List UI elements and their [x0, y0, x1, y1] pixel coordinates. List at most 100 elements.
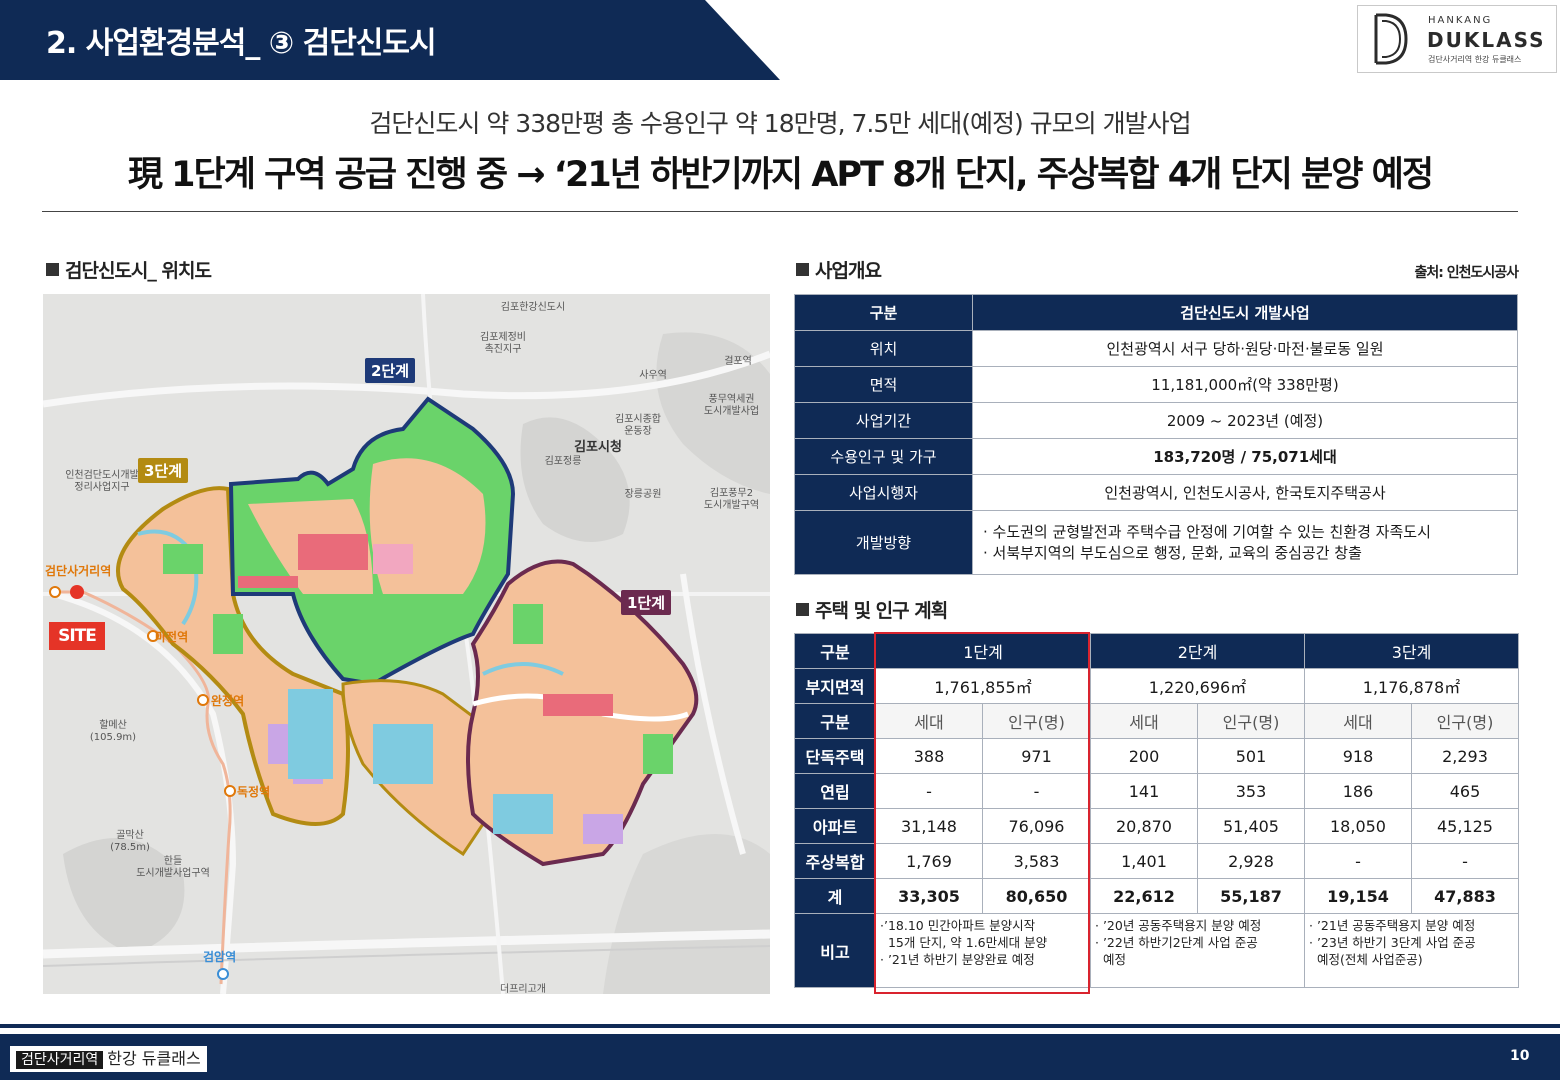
note-line: · ’21년 하반기 분양완료 예정 — [880, 952, 1035, 967]
table-cell: - — [982, 773, 1091, 809]
row-label: 연립 — [794, 773, 876, 809]
station-label: 완정역 — [211, 694, 245, 708]
station-label: 검단사거리역 — [45, 564, 112, 578]
table-row: 부지면적 1,761,855㎡ 1,220,696㎡ 1,176,878㎡ — [794, 668, 1519, 704]
total-cell: 19,154 — [1304, 878, 1412, 914]
table-cell: 45,125 — [1411, 808, 1519, 844]
table-cell: 2,928 — [1197, 843, 1305, 879]
station-label: 검암역 — [203, 950, 237, 964]
table-cell: 1,401 — [1090, 843, 1198, 879]
table-cell: - — [1304, 843, 1412, 879]
top-bar: 2. 사업환경분석_ ③ 검단신도시 HANKANG DUKLASS 검단사거리… — [0, 0, 1560, 80]
plan-section-title: 주택 및 인구 계획 — [796, 596, 948, 623]
table-cell: 465 — [1411, 773, 1519, 809]
footer-rule — [0, 1024, 1560, 1028]
note-line: 예정 — [1095, 952, 1126, 967]
subheader-cell: 인구(명) — [1411, 703, 1519, 739]
table-subheader-row: 구분 세대 인구(명) 세대 인구(명) 세대 인구(명) — [794, 703, 1519, 739]
table-cell: 200 — [1090, 738, 1198, 774]
table-cell: 2,293 — [1411, 738, 1519, 774]
footer-station: 검단사거리역 — [16, 1051, 104, 1069]
table-header-cell: 검단신도시 개발사업 — [972, 294, 1518, 331]
row-label: 사업기간 — [794, 402, 973, 439]
area-cell: 1,220,696㎡ — [1090, 668, 1305, 704]
row-label: 아파트 — [794, 808, 876, 844]
total-cell: 47,883 — [1411, 878, 1519, 914]
site-marker: SITE — [49, 622, 105, 650]
row-label: 부지면적 — [794, 668, 876, 704]
logo-small-text: HANKANG — [1428, 15, 1493, 26]
map-label: 한들 도시개발사업구역 — [136, 856, 210, 879]
note-line: ·’18.10 민간아파트 분양시작 — [880, 918, 1036, 933]
page-number: 10 — [1510, 1048, 1530, 1064]
row-label: 수용인구 및 가구 — [794, 438, 973, 475]
table-row: 면적 11,181,000㎡(약 338만평) — [794, 366, 1518, 403]
note-line: 예정(전체 사업준공) — [1309, 952, 1423, 967]
duklass-logo-icon — [1374, 13, 1408, 65]
plan-table: 구분 1단계 2단계 3단계 부지면적 1,761,855㎡ 1,220,696… — [794, 633, 1519, 988]
table-row: 위치 인천광역시 서구 당하·원당·마전·불로동 일원 — [794, 330, 1518, 367]
table-cell: 51,405 — [1197, 808, 1305, 844]
phase3-tag: 3단계 — [138, 458, 189, 483]
table-row: 주상복합 1,769 3,583 1,401 2,928 - - — [794, 843, 1519, 879]
table-cell: 141 — [1090, 773, 1198, 809]
table-cell: 20,870 — [1090, 808, 1198, 844]
note-cell: · ’21년 공동주택용지 분양 예정 · ’23년 하반기 3단계 사업 준공… — [1304, 913, 1519, 988]
table-cell: 918 — [1304, 738, 1412, 774]
table-row: 아파트 31,148 76,096 20,870 51,405 18,050 4… — [794, 808, 1519, 844]
total-cell: 80,650 — [982, 878, 1091, 914]
map-label: 인천검단도시개발 정리사업지구 — [65, 470, 139, 493]
row-value: · 수도권의 균형발전과 주택수급 안정에 기여할 수 있는 친환경 자족도시 … — [972, 510, 1518, 575]
headline-main: 現 1단계 구역 공급 진행 중 → ‘21년 하반기까지 APT 8개 단지,… — [127, 155, 1434, 195]
total-cell: 33,305 — [875, 878, 983, 914]
table-cell: 3,583 — [982, 843, 1091, 879]
table-cell: 971 — [982, 738, 1091, 774]
page-title: 2. 사업환경분석_ ③ 검단신도시 — [46, 26, 437, 61]
row-value: 2009 ~ 2023년 (예정) — [972, 402, 1518, 439]
location-map: 김포한강신도시 김포제정비 촉진지구 사우역 김포시청 김포시종합 운동장 인천… — [43, 294, 770, 994]
headline-subtitle: 검단신도시 약 338만평 총 수용인구 약 18만명, 7.5만 세대(예정)… — [369, 109, 1191, 138]
map-label: 걸포역 — [724, 356, 752, 367]
subheader-cell: 인구(명) — [982, 703, 1091, 739]
table-row: 수용인구 및 가구 183,720명 / 75,071세대 — [794, 438, 1518, 475]
map-section-title: 검단신도시_ 위치도 — [46, 256, 212, 283]
square-bullet-icon — [796, 263, 809, 276]
brand-logo: HANKANG DUKLASS 검단사거리역 한강 듀클래스 — [1357, 5, 1557, 73]
phase-header: 2단계 — [1090, 633, 1305, 669]
subheader-cell: 인구(명) — [1197, 703, 1305, 739]
map-label: 김포풍무2 도시개발구역 — [703, 488, 760, 511]
table-header-row: 구분 1단계 2단계 3단계 — [794, 633, 1519, 669]
map-label: 김포시청 — [574, 440, 622, 455]
map-label: 장릉공원 — [624, 489, 662, 500]
table-cell: - — [1411, 843, 1519, 879]
row-label: 위치 — [794, 330, 973, 367]
station-label: 마전역 — [155, 630, 189, 644]
row-value: 11,181,000㎡(약 338만평) — [972, 366, 1518, 403]
table-cell: 1,769 — [875, 843, 983, 879]
note-cell: ·’18.10 민간아파트 분양시작 15개 단지, 약 1.6만세대 분양 ·… — [875, 913, 1091, 988]
row-label: 구분 — [794, 703, 876, 739]
table-header-row: 구분 검단신도시 개발사업 — [794, 294, 1518, 331]
subheader-cell: 세대 — [875, 703, 983, 739]
table-row: 단독주택 388 971 200 501 918 2,293 — [794, 738, 1519, 774]
row-label: 비고 — [794, 913, 876, 988]
direction-line: · 서북부지역의 부도심으로 행정, 문화, 교육의 중심공간 창출 — [983, 543, 1362, 562]
note-line: · ’21년 공동주택용지 분양 예정 — [1309, 918, 1476, 933]
phase-header: 3단계 — [1304, 633, 1519, 669]
table-cell: 76,096 — [982, 808, 1091, 844]
map-label: 더프리고개 — [500, 984, 546, 994]
row-label: 주상복합 — [794, 843, 876, 879]
station-label: 독정역 — [237, 785, 271, 799]
table-row: 연립 - - 141 353 186 465 — [794, 773, 1519, 809]
note-line: 15개 단지, 약 1.6만세대 분양 — [880, 935, 1048, 950]
logo-main-text: DUKLASS — [1427, 28, 1546, 52]
phase-header: 1단계 — [875, 633, 1091, 669]
table-cell: 31,148 — [875, 808, 983, 844]
map-graphic — [43, 294, 770, 994]
square-bullet-icon — [46, 263, 59, 276]
total-cell: 55,187 — [1197, 878, 1305, 914]
area-cell: 1,761,855㎡ — [875, 668, 1091, 704]
note-line: · ’22년 하반기2단계 사업 준공 — [1095, 935, 1258, 950]
map-label: 김포정릉 — [544, 456, 582, 467]
table-cell: - — [875, 773, 983, 809]
